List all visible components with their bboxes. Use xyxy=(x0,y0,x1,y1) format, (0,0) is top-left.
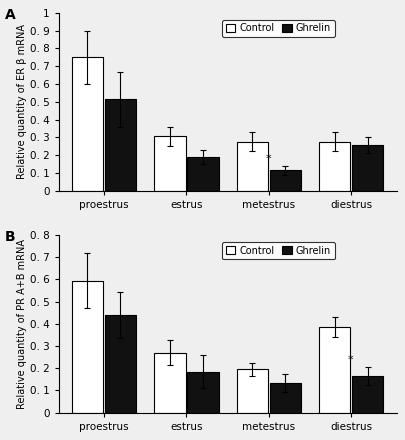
Bar xyxy=(187,157,219,191)
Bar xyxy=(352,376,384,413)
Bar xyxy=(270,383,301,413)
Bar xyxy=(105,99,136,191)
Bar xyxy=(237,369,268,413)
Text: B: B xyxy=(4,230,15,244)
Bar xyxy=(154,353,185,413)
Bar xyxy=(352,145,384,191)
Text: *: * xyxy=(348,355,354,365)
Bar xyxy=(319,142,350,191)
Bar xyxy=(319,327,350,413)
Bar xyxy=(72,57,103,191)
Bar xyxy=(105,315,136,413)
Bar xyxy=(237,142,268,191)
Legend: Control, Ghrelin: Control, Ghrelin xyxy=(222,20,335,37)
Bar xyxy=(270,170,301,191)
Bar xyxy=(72,281,103,413)
Legend: Control, Ghrelin: Control, Ghrelin xyxy=(222,242,335,260)
Text: *: * xyxy=(265,154,271,164)
Bar xyxy=(187,371,219,413)
Text: A: A xyxy=(4,7,15,22)
Y-axis label: Relative quantity of ER β mRNA: Relative quantity of ER β mRNA xyxy=(17,24,27,179)
Y-axis label: Relative quantity of PR A+B mRNA: Relative quantity of PR A+B mRNA xyxy=(17,239,27,409)
Bar xyxy=(154,136,185,191)
